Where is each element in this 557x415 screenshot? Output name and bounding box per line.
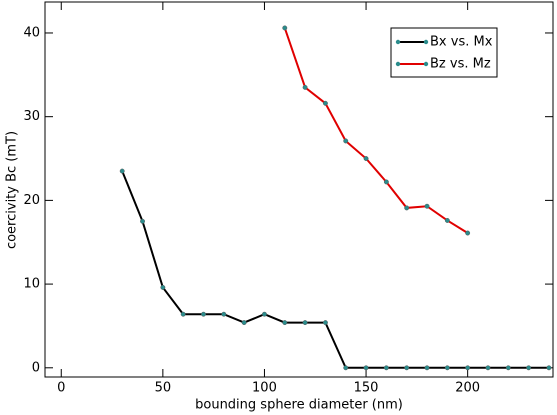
legend-marker [395, 61, 401, 67]
data-point [383, 365, 389, 371]
legend-marker [423, 61, 429, 67]
series-line [283, 27, 469, 234]
y-tick-label: 40 [23, 25, 40, 40]
y-tick-label: 0 [32, 360, 40, 375]
data-point [546, 365, 552, 371]
data-point [424, 203, 430, 209]
data-point [404, 205, 410, 211]
x-tick-label: 50 [155, 381, 172, 396]
y-axis-label: coercivity Bc (mT) [5, 131, 20, 249]
data-point [262, 311, 267, 317]
data-point [424, 365, 430, 371]
x-tick-label: 200 [455, 381, 480, 396]
legend-label: Bx vs. Mx [430, 35, 493, 50]
data-point [444, 365, 450, 371]
x-tick-label: 150 [354, 381, 379, 396]
data-point [180, 311, 186, 317]
data-point [201, 311, 206, 317]
data-point [221, 311, 227, 317]
data-point [383, 179, 389, 185]
data-point [302, 84, 308, 90]
data-point [119, 168, 125, 174]
data-point [363, 365, 369, 371]
data-point [444, 218, 450, 223]
data-point [302, 320, 308, 326]
legend-marker [423, 39, 429, 45]
y-tick-label: 20 [23, 193, 40, 208]
data-point [140, 218, 145, 224]
legend-marker [395, 39, 401, 45]
data-point [526, 365, 532, 371]
x-tick-label: 100 [252, 381, 277, 396]
data-point [363, 156, 369, 161]
data-point [465, 230, 471, 236]
series-line [121, 170, 549, 369]
data-point [322, 320, 328, 326]
data-point [343, 138, 349, 144]
x-axis-label: bounding sphere diameter (nm) [195, 398, 403, 413]
x-tick-label: 0 [57, 381, 65, 396]
y-tick-label: 10 [23, 277, 40, 292]
data-point [160, 284, 166, 290]
data-point [322, 100, 328, 106]
legend-box [390, 27, 498, 78]
data-point [241, 320, 247, 326]
plot-frame [44, 1, 554, 378]
data-point [505, 365, 511, 371]
data-point [282, 25, 288, 31]
data-point [282, 320, 288, 326]
data-point [485, 365, 491, 371]
y-tick-label: 30 [23, 109, 40, 124]
legend-label: Bz vs. Mz [430, 57, 491, 72]
data-point [343, 365, 349, 371]
data-point [404, 365, 410, 371]
data-point [465, 365, 471, 371]
